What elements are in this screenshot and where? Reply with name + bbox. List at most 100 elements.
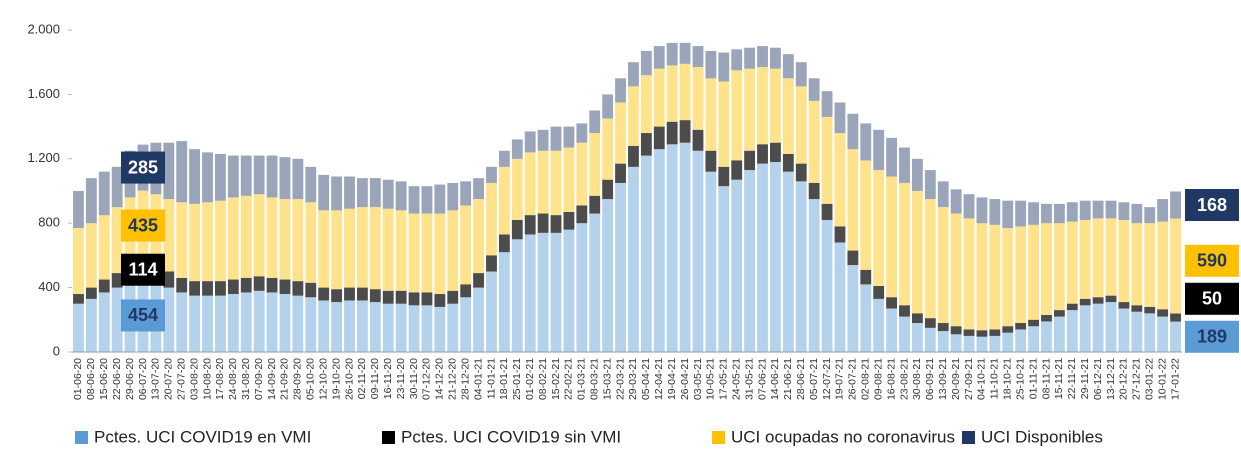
bar-segment <box>911 313 923 324</box>
bar-segment <box>382 179 394 209</box>
value-label: 454 <box>128 305 158 325</box>
bar-segment <box>215 200 226 282</box>
value-label: 168 <box>1197 195 1227 215</box>
bar-segment <box>602 179 614 200</box>
bar-segment <box>486 255 497 272</box>
x-tick-label: 08-02-21 <box>537 358 549 400</box>
x-tick-label: 22-02-21 <box>563 358 575 400</box>
bar-segment <box>757 67 768 145</box>
bar-segment <box>537 232 549 352</box>
bar-segment <box>937 331 949 352</box>
bar-segment <box>628 86 639 146</box>
bar-segment <box>1118 202 1130 220</box>
bar-segment <box>576 123 588 143</box>
bar-segment <box>563 126 575 148</box>
bar-segment <box>692 46 704 68</box>
bar-segment <box>421 292 433 306</box>
x-tick-label: 03-08-20 <box>188 358 200 400</box>
bar-segment <box>808 182 820 200</box>
bar-segment <box>795 181 807 352</box>
legend-swatch <box>75 431 88 444</box>
bar-segment <box>1015 200 1027 227</box>
bar-segment <box>886 137 898 177</box>
bar-segment <box>279 199 291 280</box>
bar-segment <box>447 210 459 291</box>
value-label-box <box>1185 282 1239 315</box>
bar-segment <box>770 47 781 69</box>
x-tick-label: 06-09-21 <box>924 358 936 400</box>
bar-segment <box>266 292 278 352</box>
bar-segment <box>576 142 588 206</box>
bar-segment <box>589 110 601 134</box>
bar-segment <box>1118 308 1130 352</box>
bar-segment <box>563 229 575 352</box>
bar-segment <box>266 277 278 293</box>
bar-segment <box>924 318 936 328</box>
bar-segment <box>718 166 730 187</box>
bar-segment <box>473 287 484 352</box>
bar-segment <box>460 284 472 298</box>
bar-segment <box>460 297 472 352</box>
bar-segment <box>950 326 962 335</box>
x-tick-label: 28-09-20 <box>292 358 304 400</box>
bar-segment <box>640 155 652 352</box>
bar-segment <box>705 78 717 151</box>
bar-segment <box>524 215 536 235</box>
x-tick-label: 28-06-21 <box>795 358 807 400</box>
bar-segment <box>202 202 213 282</box>
bar-segment <box>73 228 84 295</box>
bar-segment <box>795 86 807 164</box>
bar-segment <box>486 166 497 183</box>
legend-label: Pctes. UCI COVID19 en VMI <box>94 427 311 446</box>
bar-segment <box>331 302 343 352</box>
bar-segment <box>924 170 936 200</box>
bar-segment <box>757 144 768 164</box>
bar-segment <box>705 50 717 79</box>
bar-segment <box>473 273 484 288</box>
y-tick-label: 800 <box>38 215 60 230</box>
bar-segment <box>550 215 562 233</box>
bar-segment <box>615 78 626 103</box>
bar-segment <box>666 144 678 352</box>
bar-segment <box>744 150 756 171</box>
bar-segment <box>473 178 484 200</box>
bar-segment <box>369 302 381 352</box>
bar-segment <box>1066 221 1078 304</box>
bar-segment <box>447 290 459 304</box>
bar-segment <box>873 129 885 171</box>
bar-segment <box>1066 310 1078 352</box>
bar-segment <box>189 149 201 204</box>
x-tick-label: 03-05-21 <box>692 358 704 400</box>
bar-segment <box>1028 224 1039 320</box>
bar-segment <box>782 78 794 154</box>
bar-segment <box>202 281 213 296</box>
value-label-box <box>120 151 165 184</box>
x-tick-label: 13-07-20 <box>150 358 162 400</box>
bar-segment <box>240 292 252 352</box>
bar-segment <box>266 155 278 198</box>
bar-segment <box>318 287 330 301</box>
bar-segment <box>1002 228 1014 327</box>
bar-segment <box>253 276 265 291</box>
bar-segment <box>85 223 97 288</box>
legend-swatch <box>962 431 975 444</box>
bar-segment <box>511 219 523 240</box>
bar-segment <box>73 303 84 352</box>
bar-segment <box>408 305 420 352</box>
bar-segment <box>1131 311 1143 352</box>
bar-segment <box>976 223 988 331</box>
bar-segment <box>227 279 239 295</box>
bar-segment <box>1028 319 1039 327</box>
x-tick-label: 30-11-20 <box>408 358 420 399</box>
bar-segment <box>640 133 652 156</box>
bar-segment <box>589 213 601 352</box>
bar-segment <box>989 335 1001 352</box>
bar-segment <box>834 226 846 243</box>
bar-segment <box>511 139 523 159</box>
bar-segment <box>85 287 97 299</box>
x-tick-label: 10-08-20 <box>201 358 213 400</box>
x-tick-label: 02-11-20 <box>356 358 368 399</box>
value-label: 590 <box>1197 251 1227 271</box>
x-tick-label: 15-06-20 <box>98 358 110 400</box>
